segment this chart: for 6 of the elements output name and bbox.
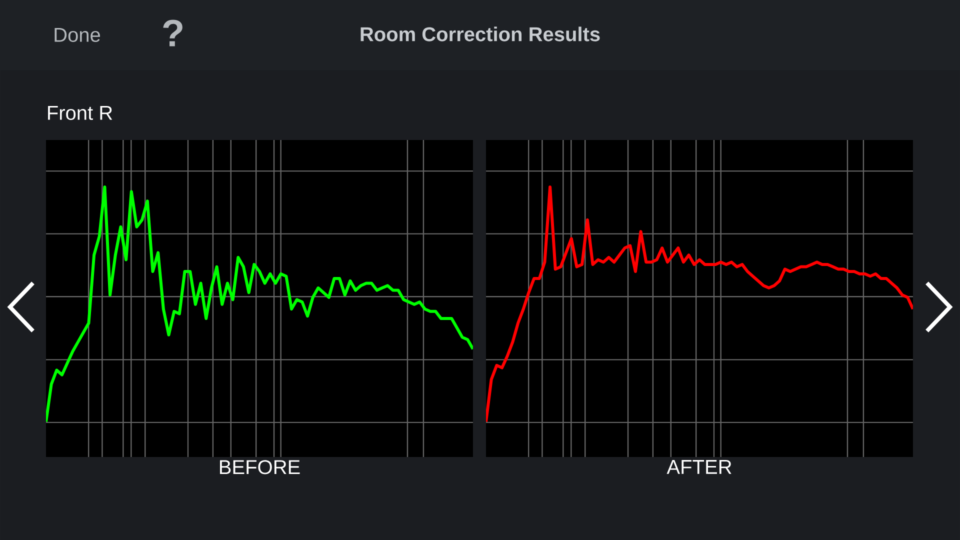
chart-title: Room Correction Results [360,26,600,42]
x-axis-title: AFTER [666,460,732,474]
text: ? [163,20,182,46]
chart-subtitle: Front R [48,106,112,120]
text: Done [54,28,100,42]
x-axis-title: BEFORE [220,460,300,474]
